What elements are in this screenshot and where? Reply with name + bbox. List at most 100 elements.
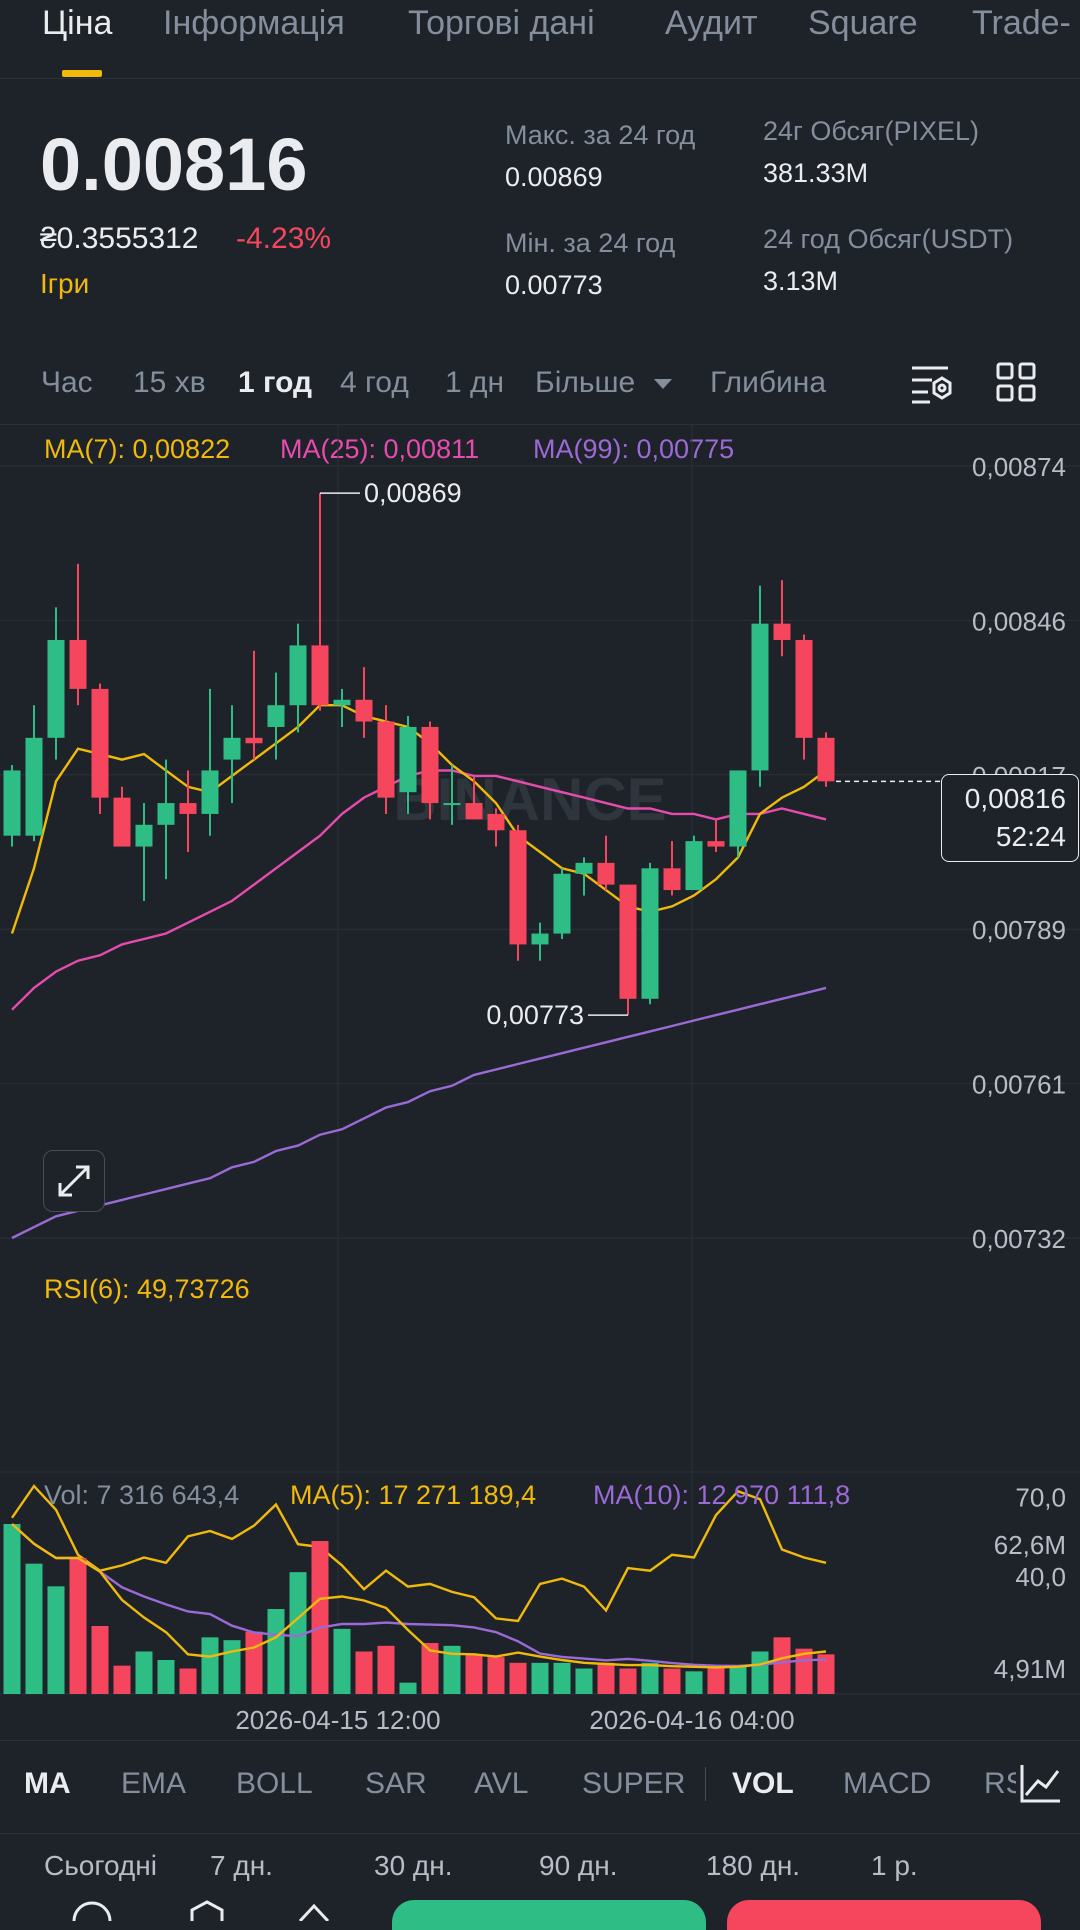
interval-depth[interactable]: Глибина [710, 366, 827, 399]
candle-body [157, 803, 175, 825]
candle-body [619, 884, 637, 999]
volume-bar [641, 1662, 659, 1694]
volume-bar [465, 1654, 483, 1694]
tab-audit[interactable]: Аудит [665, 4, 758, 42]
high-24h-value: 0.00869 [505, 162, 603, 192]
volume-bar [311, 1541, 329, 1694]
interval-time[interactable]: Час [41, 366, 93, 399]
volume-quote-value: 3.13M [763, 266, 839, 296]
candle-body [707, 841, 725, 847]
indicator-vol[interactable]: VOL [732, 1767, 794, 1800]
period-90d[interactable]: 90 дн. [539, 1850, 618, 1881]
volume-bar [91, 1626, 109, 1694]
volume-bar [509, 1662, 527, 1694]
indicator-ma[interactable]: MA [24, 1767, 71, 1800]
indicator-bar: MA EMA BOLL SAR AVL SUPER VOL MACD RS [0, 1740, 1080, 1834]
volume-bar [553, 1662, 571, 1694]
sell-button[interactable] [727, 1900, 1041, 1930]
candle-body [509, 830, 527, 945]
candle-body [179, 803, 197, 814]
volume-bar [267, 1609, 285, 1694]
candle-body [223, 737, 241, 760]
indicator-super[interactable]: SUPER [582, 1767, 686, 1800]
interval-more-label: Більше [535, 366, 636, 399]
top-tab-bar: Ціна Інформація Торгові дані Аудит Squar… [0, 0, 1080, 79]
period-1y[interactable]: 1 р. [871, 1850, 918, 1881]
volume-bar [729, 1665, 747, 1694]
volume-base-label: 24г Обсяг(PIXEL) [763, 116, 980, 146]
candle-body [377, 721, 395, 798]
time-axis-label: 2026-04-16 04:00 [589, 1705, 794, 1735]
volume-ma5-line [11, 1523, 827, 1669]
tab-trading-data[interactable]: Торгові дані [408, 4, 595, 42]
volume-legend: Vol: 7 316 643,4 [44, 1480, 240, 1510]
interval-1d[interactable]: 1 дн [445, 366, 505, 399]
period-7d[interactable]: 7 дн. [210, 1850, 273, 1881]
indicator-ema[interactable]: EMA [121, 1767, 187, 1800]
candle-body [333, 699, 351, 706]
more-icon[interactable] [70, 1900, 114, 1921]
exchange-watermark: BINANCE [393, 766, 666, 833]
period-today[interactable]: Сьогодні [44, 1850, 157, 1881]
ma7-line [10, 704, 827, 934]
period-bar: Сьогодні 7 дн. 30 дн. 90 дн. 180 дн. 1 р… [0, 1834, 1080, 1894]
volume-bar [179, 1668, 197, 1694]
ma25-line [11, 769, 827, 1011]
period-30d[interactable]: 30 дн. [374, 1850, 453, 1881]
indicator-avl[interactable]: AVL [474, 1767, 529, 1800]
low-marker-label: 0,00773 [486, 1000, 584, 1030]
volume-bar [25, 1563, 43, 1694]
volume-bar [487, 1657, 505, 1694]
indicator-boll[interactable]: BOLL [236, 1767, 313, 1800]
tab-price[interactable]: Ціна [42, 4, 113, 42]
volume-axis-tick: 62,6M [994, 1530, 1066, 1560]
candle-body [685, 841, 703, 891]
volume-ma5-legend: MA(5): 17 271 189,4 [290, 1480, 537, 1510]
interval-more[interactable]: Більше [535, 366, 674, 400]
volume-bar [47, 1586, 65, 1694]
interval-1h[interactable]: 1 год [238, 366, 313, 399]
volume-bar [619, 1668, 637, 1694]
candle-body [817, 737, 835, 782]
candle-body [795, 639, 813, 738]
chart-settings-icon[interactable] [910, 362, 954, 406]
price-chart[interactable]: BINANCE 0,00869 0,00773 0,00874 0,00846 0,0… [0, 424, 1080, 1740]
tab-trade[interactable]: Trade- [972, 4, 1071, 42]
tab-info[interactable]: Інформація [163, 4, 345, 42]
interval-15m[interactable]: 15 хв [133, 366, 206, 399]
volume-ma10-line [11, 1523, 827, 1668]
candle-body [641, 868, 659, 999]
category-tag[interactable]: Ігри [40, 268, 90, 299]
current-price-tag: 0,00816 52:24 [941, 774, 1079, 862]
volume-bar [443, 1645, 461, 1694]
volume-bar [751, 1651, 769, 1694]
candle-body [25, 737, 43, 836]
ma25-legend: MA(25): 0,00811 [280, 434, 480, 464]
candle-body [3, 770, 21, 836]
period-180d[interactable]: 180 дн. [706, 1850, 801, 1881]
low-24h-value: 0.00773 [505, 270, 603, 300]
layout-grid-icon[interactable] [996, 362, 1036, 402]
high-24h-label: Макс. за 24 год [505, 120, 696, 150]
volume-axis-tick: 4,91M [994, 1654, 1066, 1684]
volume-bar [597, 1662, 615, 1694]
candle-body [311, 645, 329, 706]
rsi-legend: RSI(6): 49,73726 [44, 1274, 250, 1304]
indicator-macd[interactable]: MACD [843, 1767, 932, 1800]
rsi-axis-tick: 70,0 [1015, 1483, 1066, 1513]
ma99-legend: MA(99): 0,00775 [533, 434, 735, 464]
share-icon[interactable] [294, 1900, 334, 1921]
interval-4h[interactable]: 4 год [340, 366, 409, 399]
price-axis-tick: 0,00761 [972, 1070, 1066, 1100]
expand-chart-button[interactable] [43, 1150, 105, 1212]
tab-square[interactable]: Square [808, 4, 918, 42]
indicator-sar[interactable]: SAR [365, 1767, 427, 1800]
indicator-settings-icon[interactable] [1016, 1761, 1066, 1807]
alert-icon[interactable] [182, 1900, 232, 1921]
candle-countdown: 52:24 [995, 821, 1066, 852]
volume-bar [223, 1640, 241, 1694]
buy-button[interactable] [392, 1900, 706, 1930]
volume-bar [113, 1665, 131, 1694]
time-axis-label: 2026-04-15 12:00 [235, 1705, 440, 1735]
candle-body [245, 737, 263, 744]
